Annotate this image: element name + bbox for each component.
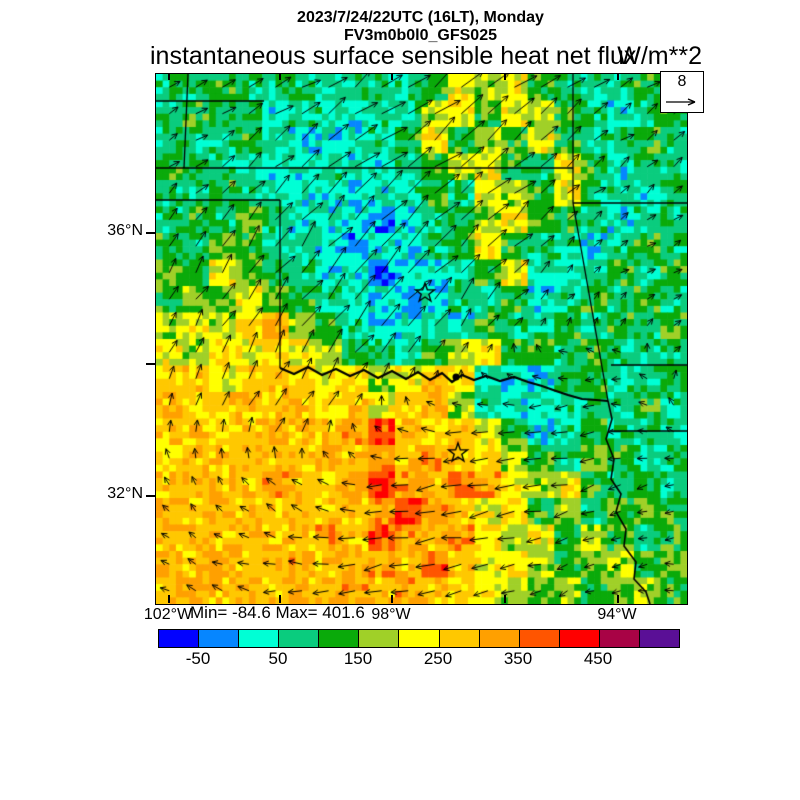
- map-canvas: [156, 74, 687, 604]
- lon-tick: [391, 595, 393, 603]
- colorbar-tick-label: 250: [423, 649, 453, 668]
- lon-label: 94°W: [597, 606, 637, 623]
- colorbar-segment: [159, 630, 200, 647]
- colorbar-segment: [439, 630, 480, 647]
- colorbar-segment: [199, 630, 240, 647]
- plot-title: instantaneous surface sensible heat net …: [150, 42, 637, 70]
- plot-units: W/m**2: [617, 42, 702, 70]
- colorbar-segment: [519, 630, 560, 647]
- reference-vector-box: 8: [660, 71, 704, 113]
- lat-tick: [146, 363, 155, 365]
- lat-label: 32°N: [107, 485, 143, 502]
- colorbar-tick-label: -50: [185, 649, 211, 668]
- lon-label: 98°W: [371, 606, 411, 623]
- colorbar-tick-label: 450: [583, 649, 613, 668]
- colorbar-segment: [559, 630, 600, 647]
- colorbar-segment: [319, 630, 360, 647]
- lon-tick: [168, 73, 170, 80]
- lat-tick: [146, 495, 155, 497]
- colorbar-segment: [599, 630, 640, 647]
- reference-arrow-icon: [666, 98, 696, 106]
- colorbar-tick-label: 50: [268, 649, 288, 668]
- lat-tick: [146, 232, 155, 234]
- lon-tick: [279, 595, 281, 603]
- lat-label: 36°N: [107, 222, 143, 239]
- lon-label: 102°W: [143, 606, 193, 623]
- colorbar: [158, 629, 680, 648]
- lon-tick: [504, 73, 506, 80]
- colorbar-segment: [239, 630, 280, 647]
- colorbar-segment: [279, 630, 320, 647]
- lon-tick: [168, 595, 170, 603]
- lon-tick: [617, 73, 619, 80]
- lon-tick: [504, 595, 506, 603]
- plot-model: FV3m0b0l0_GFS025: [344, 27, 497, 44]
- plot-datetime: 2023/7/24/22UTC (16LT), Monday: [297, 9, 544, 26]
- colorbar-segment: [359, 630, 400, 647]
- lon-tick: [279, 73, 281, 80]
- lon-tick: [391, 73, 393, 80]
- colorbar-tick-label: 150: [343, 649, 373, 668]
- colorbar-tick-label: 350: [503, 649, 533, 668]
- reference-vector-value: 8: [677, 73, 687, 90]
- colorbar-segment: [479, 630, 520, 647]
- lon-tick: [617, 595, 619, 603]
- map-panel: [155, 73, 688, 605]
- colorbar-segment: [639, 630, 680, 647]
- minmax-stats: Min= -84.6 Max= 401.6: [190, 603, 365, 622]
- colorbar-segment: [399, 630, 440, 647]
